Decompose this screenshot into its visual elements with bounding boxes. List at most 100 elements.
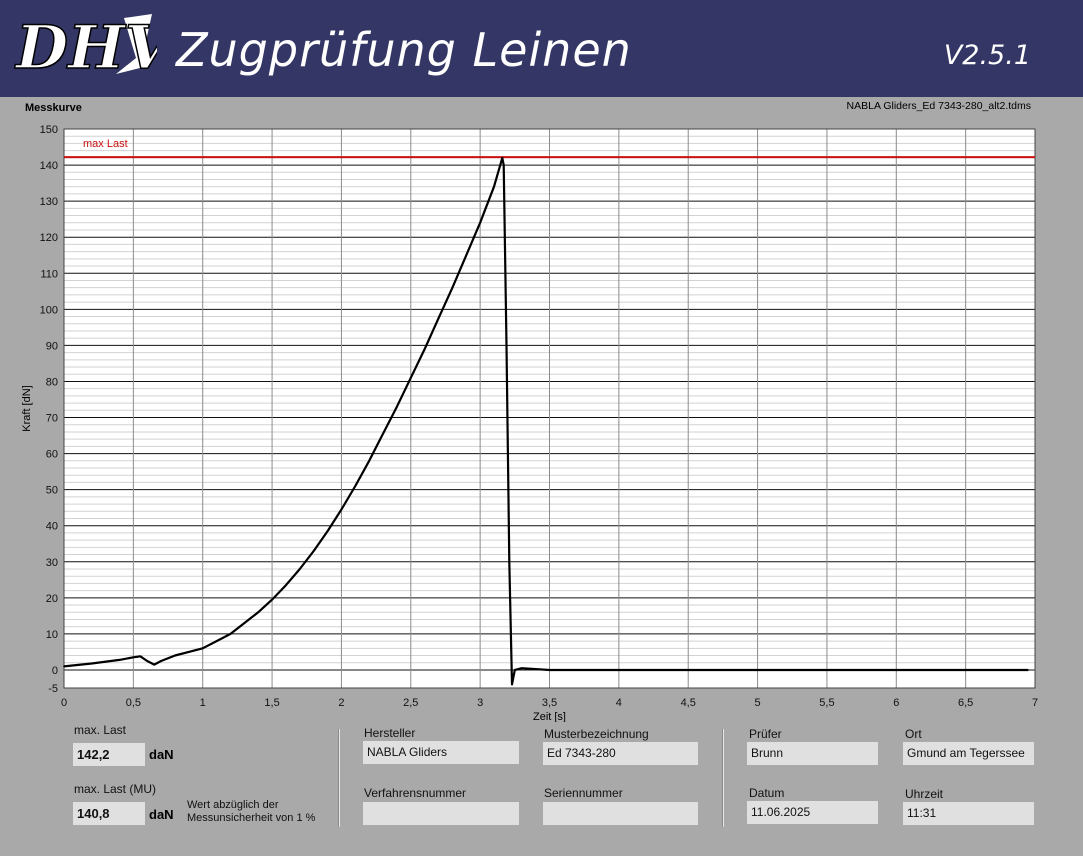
curve-point	[153, 663, 155, 666]
curve-point	[215, 640, 218, 642]
y-tick-label: 90	[46, 340, 58, 352]
y-tick-label: 120	[40, 232, 58, 244]
version-label: V2.5.1	[943, 40, 1031, 71]
dhv-logo: DHV	[12, 10, 157, 88]
curve-point	[271, 598, 273, 601]
curve-point	[501, 157, 504, 159]
curve-point	[964, 669, 967, 671]
curve-point	[90, 662, 93, 665]
datum-label: Datum	[749, 786, 785, 800]
curve-point	[326, 530, 329, 532]
hersteller-field[interactable]: NABLA Gliders	[363, 741, 519, 764]
logo-text: DHV	[14, 13, 157, 83]
max-last-mu-unit: daN	[149, 807, 174, 822]
curve-point	[174, 654, 176, 657]
musterbezeichnung-label: Musterbezeichnung	[544, 727, 649, 741]
curve-point	[511, 683, 513, 686]
uncertainty-note-line2: Messunsicherheit von 1 %	[187, 812, 316, 824]
separator-2	[722, 729, 724, 827]
curve-point	[396, 405, 398, 408]
x-tick-label: 2	[338, 697, 344, 709]
y-tick-label: 140	[40, 160, 58, 172]
curve-point	[548, 669, 551, 671]
x-tick-label: 4	[616, 697, 622, 709]
curve-point	[508, 560, 511, 563]
file-name: NABLA Gliders_Ed 7343-280_alt2.tdms	[846, 100, 1031, 112]
force-time-chart: -501020304050607080901001101201301401500…	[21, 124, 1038, 722]
x-tick-label: 6,5	[958, 697, 973, 709]
y-tick-label: 60	[46, 449, 58, 461]
pruefer-field[interactable]: Brunn	[747, 742, 878, 765]
y-axis-label: Kraft [dN]	[21, 385, 33, 431]
datum-field[interactable]: 11.06.2025	[747, 801, 878, 824]
curve-point	[160, 660, 162, 662]
pruefer-label: Prüfer	[749, 727, 782, 741]
curve-point	[826, 669, 828, 671]
y-tick-label: 130	[40, 196, 58, 208]
curve-point	[687, 669, 690, 671]
curve-point	[423, 348, 426, 350]
curve-point	[382, 432, 384, 435]
curve-point	[299, 568, 301, 570]
curve-point	[285, 584, 287, 587]
chart-section-label: Messkurve	[25, 102, 82, 114]
y-tick-label: 100	[40, 304, 58, 316]
y-tick-label: 20	[46, 593, 58, 605]
x-tick-label: 0,5	[126, 697, 141, 709]
app-title: Zugprüfung Leinen	[176, 23, 632, 77]
plot-border	[63, 128, 1036, 689]
ort-field[interactable]: Gmund am Tegerssee	[903, 742, 1034, 765]
seriennummer-field[interactable]	[543, 802, 698, 825]
uhrzeit-label: Uhrzeit	[905, 787, 944, 801]
curve-point	[201, 647, 204, 650]
musterbezeichnung-field[interactable]: Ed 7343-280	[543, 742, 698, 765]
x-tick-label: 4,5	[681, 697, 696, 709]
curve-point	[229, 633, 232, 635]
max-last-label: max. Last	[74, 723, 127, 737]
curve-point	[139, 655, 142, 658]
curve-point	[514, 669, 516, 671]
y-tick-label: 110	[40, 268, 58, 280]
y-tick-label: 30	[46, 557, 58, 569]
curve-point	[895, 669, 898, 671]
y-tick-label: -5	[48, 683, 58, 695]
x-tick-label: 2,5	[403, 697, 418, 709]
tick-labels: -501020304050607080901001101201301401500…	[40, 124, 1038, 709]
curve-point	[437, 317, 440, 320]
curve-point	[493, 185, 495, 188]
ort-label: Ort	[905, 727, 922, 741]
x-tick-label: 7	[1032, 697, 1038, 709]
curve-point	[505, 344, 508, 347]
x-tick-label: 5	[755, 697, 761, 709]
curve-point	[340, 508, 343, 511]
curve-point	[479, 221, 481, 224]
curve-point	[502, 164, 505, 166]
x-tick-label: 1,5	[264, 697, 279, 709]
curve-point	[409, 377, 412, 379]
verfahrensnummer-label: Verfahrensnummer	[364, 786, 467, 800]
y-tick-label: 150	[40, 124, 58, 136]
major-gridlines	[63, 128, 1036, 689]
x-tick-label: 0	[61, 697, 67, 709]
curve-point	[451, 286, 454, 289]
uncertainty-note-line1: Wert abzüglich der	[187, 799, 279, 811]
curve-point	[618, 669, 620, 671]
uhrzeit-field[interactable]: 11:31	[903, 802, 1034, 825]
y-tick-label: 0	[52, 665, 58, 677]
x-tick-label: 3	[477, 697, 483, 709]
x-axis-label: Zeit [s]	[533, 711, 566, 722]
hersteller-label: Hersteller	[364, 726, 416, 740]
curve-point	[520, 667, 523, 669]
curve-point	[63, 665, 65, 668]
curve-point	[188, 651, 190, 653]
max-last-unit: daN	[149, 747, 174, 762]
x-tick-label: 6	[893, 697, 899, 709]
verfahrensnummer-field[interactable]	[363, 802, 519, 825]
uncertainty-note: Wert abzüglich der Messunsicherheit von …	[187, 799, 315, 825]
curve-data-points	[63, 157, 1029, 686]
x-tick-label: 3,5	[542, 697, 557, 709]
curve-point	[118, 659, 121, 661]
seriennummer-label: Seriennummer	[544, 786, 623, 800]
separator-1	[338, 729, 340, 827]
curve-point	[257, 611, 260, 614]
